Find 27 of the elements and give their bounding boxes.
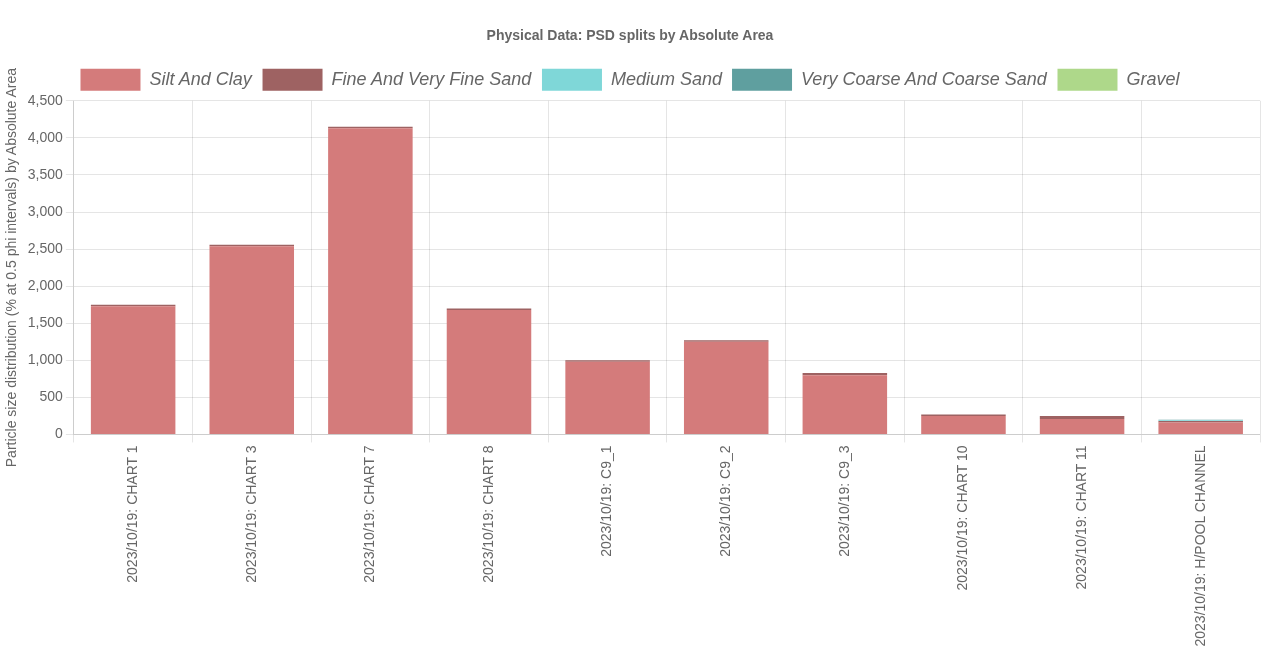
legend-label: Very Coarse And Coarse Sand	[801, 68, 1048, 89]
y-tick-label: 0	[55, 425, 64, 442]
x-tick-label: 2023/10/19: CHART 7	[361, 445, 378, 583]
y-tick-label: 500	[39, 388, 64, 405]
x-tick-label: 2023/10/19: CHART 11	[1072, 445, 1089, 590]
x-tick-label: 2023/10/19: C9_2	[717, 445, 734, 557]
x-tick-label: 2023/10/19: CHART 1	[124, 445, 140, 583]
legend-label: Medium Sand	[610, 68, 724, 89]
legend-label: Gravel	[1126, 68, 1181, 89]
y-tick-label: 2,500	[27, 239, 64, 256]
y-tick-label: 4,000	[27, 128, 64, 145]
y-tick-label: 3,000	[27, 202, 64, 219]
legend-label: Silt And Clay	[149, 68, 253, 89]
chart-title: Physical Data: PSD splits by Absolute Area	[486, 27, 774, 44]
x-tick-label: 2023/10/19: H/POOL CHANNEL	[1191, 445, 1208, 647]
x-tick-label: 2023/10/19: CHART 3	[242, 445, 259, 583]
y-tick-label: 3,500	[27, 165, 64, 182]
x-tick-label: 2023/10/19: C9_3	[835, 445, 852, 557]
legend-label: Fine And Very Fine Sand	[331, 68, 533, 89]
x-tick-label: 2023/10/19: CHART 8	[479, 445, 496, 583]
y-tick-label: 1,000	[27, 351, 64, 368]
x-tick-label: 2023/10/19: C9_1	[598, 445, 615, 557]
y-axis-title: Particle size distribution (% at 0.5 phi intervals) by Absolute Area	[3, 67, 20, 468]
y-tick-label: 1,500	[27, 314, 64, 331]
y-tick-label: 2,000	[27, 277, 64, 294]
x-tick-label: 2023/10/19: CHART 10	[954, 445, 971, 591]
y-tick-label: 4,500	[27, 91, 64, 108]
